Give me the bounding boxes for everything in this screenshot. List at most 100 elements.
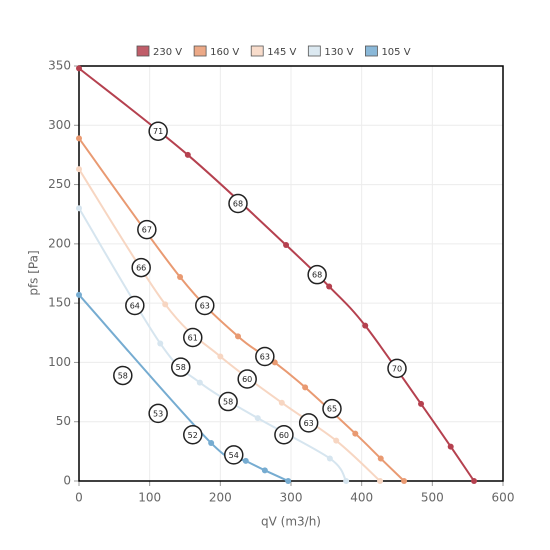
y-tick-label: 0 bbox=[63, 474, 71, 488]
data-point bbox=[177, 274, 184, 281]
data-point bbox=[208, 440, 215, 447]
annotation-badge bbox=[322, 398, 342, 419]
annotation-badge bbox=[274, 425, 294, 445]
annotation-badge bbox=[195, 295, 215, 316]
annotation-badge bbox=[298, 413, 319, 433]
series-line bbox=[78, 207, 347, 482]
annotation: 61 bbox=[183, 327, 203, 348]
data-point bbox=[184, 151, 191, 158]
annotation: 60 bbox=[237, 369, 257, 389]
data-point bbox=[162, 301, 169, 308]
annotation: 58 bbox=[171, 357, 191, 377]
annotation: 63 bbox=[255, 346, 275, 367]
annotation-badge bbox=[228, 193, 248, 214]
annotation-badge bbox=[131, 257, 151, 278]
annotation: 60 bbox=[274, 425, 294, 445]
y-tick-label: 100 bbox=[48, 355, 71, 369]
legend-swatch bbox=[193, 45, 207, 57]
data-point bbox=[377, 478, 384, 484]
annotation-label: 65 bbox=[327, 405, 337, 414]
annotation: 63 bbox=[195, 295, 215, 316]
data-point bbox=[254, 415, 261, 422]
data-point bbox=[76, 166, 82, 173]
annotation-label: 67 bbox=[142, 226, 152, 235]
annotation-badge bbox=[113, 365, 133, 386]
legend-label: 105 V bbox=[381, 47, 410, 58]
data-point bbox=[196, 379, 203, 386]
x-tick-label: 0 bbox=[75, 491, 83, 505]
annotation-badge bbox=[224, 445, 244, 465]
series-line bbox=[78, 168, 381, 482]
y-tick-label: 50 bbox=[56, 414, 71, 428]
y-tick-label: 350 bbox=[48, 59, 71, 73]
x-tick-label: 100 bbox=[138, 491, 161, 505]
annotation: 63 bbox=[298, 413, 319, 433]
legend-label: 160 V bbox=[210, 47, 239, 58]
annotation-label: 58 bbox=[176, 363, 186, 372]
annotation: 66 bbox=[131, 257, 151, 278]
annotation-label: 53 bbox=[153, 409, 163, 418]
annotation-label: 54 bbox=[229, 451, 239, 460]
x-tick-label: 500 bbox=[421, 491, 444, 505]
data-point bbox=[343, 478, 350, 484]
annotation-label: 70 bbox=[392, 364, 402, 373]
y-axis-label: pfs [Pa] bbox=[27, 250, 41, 295]
annotation: 53 bbox=[148, 403, 168, 424]
data-point bbox=[235, 333, 241, 340]
data-point bbox=[326, 455, 333, 462]
annotation-label: 52 bbox=[188, 431, 198, 440]
annotation-badge bbox=[183, 327, 203, 348]
annotation: 71 bbox=[148, 121, 168, 141]
annotation-badge bbox=[255, 346, 275, 367]
data-point bbox=[278, 399, 285, 406]
annotation-badge bbox=[148, 403, 168, 424]
annotation-label: 60 bbox=[279, 431, 289, 440]
annotation: 54 bbox=[224, 445, 244, 465]
data-point bbox=[76, 65, 82, 72]
data-point bbox=[333, 437, 340, 444]
annotation: 52 bbox=[183, 425, 203, 445]
annotation: 68 bbox=[228, 193, 248, 214]
data-point bbox=[285, 478, 292, 484]
annotation-label: 58 bbox=[118, 371, 128, 380]
data-point bbox=[76, 291, 82, 298]
data-point bbox=[157, 340, 164, 347]
annotation: 58 bbox=[218, 391, 238, 412]
annotation-label: 61 bbox=[188, 334, 198, 343]
annotation-label: 63 bbox=[260, 353, 270, 362]
y-tick-label: 300 bbox=[48, 118, 71, 132]
annotation-label: 58 bbox=[223, 398, 233, 407]
data-point bbox=[261, 467, 268, 474]
data-point bbox=[283, 242, 290, 249]
annotation: 65 bbox=[322, 398, 342, 419]
annotation-label: 68 bbox=[312, 271, 322, 280]
legend-swatch bbox=[136, 45, 150, 57]
annotation-badge bbox=[183, 425, 203, 445]
annotation-badge bbox=[237, 369, 257, 389]
annotation-label: 63 bbox=[304, 419, 314, 428]
legend-label: 130 V bbox=[324, 47, 353, 58]
legend: 230 V 160 V 145 V 130 V 105 V bbox=[136, 45, 411, 58]
x-tick-label: 400 bbox=[350, 491, 373, 505]
annotation-badge bbox=[148, 121, 168, 141]
annotation-badge bbox=[387, 358, 407, 379]
data-point bbox=[76, 205, 82, 212]
data-point bbox=[302, 384, 309, 391]
annotation-badge bbox=[171, 357, 191, 377]
annotation-badge bbox=[218, 391, 238, 412]
annotation-label: 63 bbox=[200, 302, 210, 311]
data-point bbox=[377, 455, 384, 462]
annotation-label: 66 bbox=[136, 264, 146, 273]
annotation-badge bbox=[125, 295, 145, 316]
x-axis-label: qV (m3/h) bbox=[261, 515, 321, 529]
x-tick-label: 200 bbox=[209, 491, 232, 505]
data-point bbox=[471, 478, 478, 484]
annotation: 64 bbox=[125, 295, 145, 316]
series-line bbox=[78, 294, 289, 482]
annotation-label: 64 bbox=[130, 302, 140, 311]
x-tick-label: 300 bbox=[280, 491, 303, 505]
data-point bbox=[418, 400, 425, 407]
legend-swatch bbox=[250, 45, 264, 57]
data-point bbox=[352, 430, 359, 437]
